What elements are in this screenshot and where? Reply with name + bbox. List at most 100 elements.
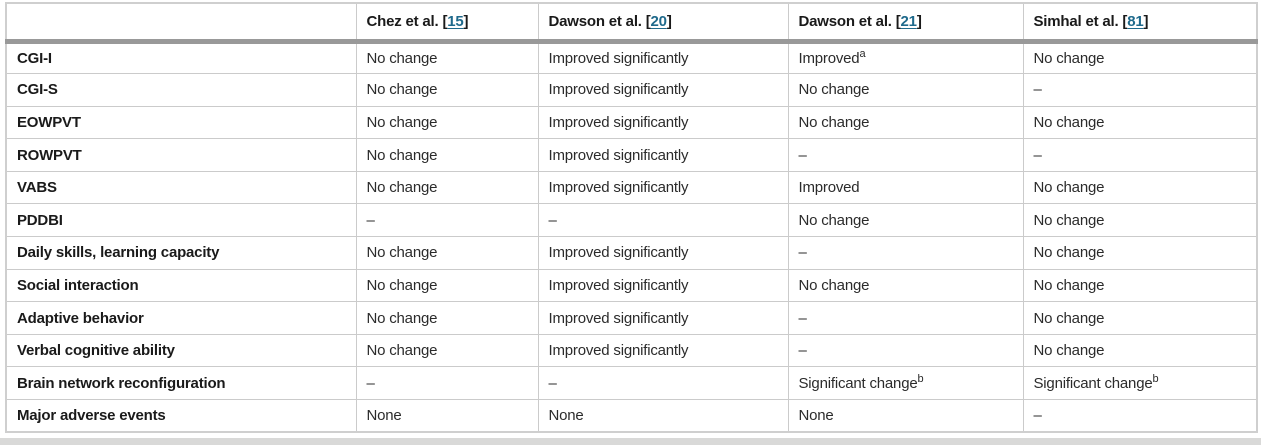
citation-link-81[interactable]: 81: [1127, 12, 1144, 30]
table-cell: None: [787, 399, 1024, 433]
cell-text: Improved significantly: [548, 49, 689, 67]
cell-superscript: b: [917, 372, 924, 385]
cell-text: No change: [1033, 49, 1105, 67]
cell-text: No change: [798, 81, 870, 99]
table-cell: No change: [787, 203, 1024, 238]
table-cell: No change: [787, 73, 1024, 107]
cell-text: No change: [366, 244, 438, 262]
cell-text: No change: [798, 276, 870, 294]
table-row: Verbal cognitive ability No change Impro…: [5, 333, 1258, 368]
cell-text: Improved significantly: [548, 113, 689, 131]
table-cell: None: [355, 399, 539, 433]
cell-text: Improved significantly: [548, 342, 689, 360]
table-cell: No change: [1022, 236, 1258, 270]
row-label: CGI-S: [5, 73, 357, 107]
citation-link-20[interactable]: 20: [650, 12, 668, 30]
cell-text: No change: [366, 49, 438, 67]
table-cell: No change: [1022, 203, 1258, 238]
table-row: Brain network reconfiguration – – Signif…: [5, 366, 1258, 401]
cell-text: –: [798, 146, 807, 164]
table-cell: –: [787, 138, 1024, 172]
cell-text: No change: [1033, 179, 1105, 197]
table-cell: Improveda: [787, 40, 1024, 75]
table-row: PDDBI – – No change No change: [5, 203, 1258, 238]
cell-text: Significant change: [798, 374, 918, 392]
cell-text: No change: [366, 309, 438, 327]
cell-text: Significant change: [1033, 374, 1153, 392]
bottom-strip: [0, 438, 1261, 445]
cell-text: No change: [366, 179, 438, 197]
table-cell: Improved significantly: [537, 170, 789, 205]
table-cell: –: [1022, 399, 1258, 433]
citation-link-15[interactable]: 15: [447, 12, 464, 30]
row-label: PDDBI: [5, 203, 357, 238]
corner-cell: [5, 2, 357, 44]
table-cell: Improved significantly: [537, 236, 789, 270]
table-cell: No change: [355, 138, 539, 172]
cell-text: –: [1033, 407, 1042, 425]
cell-text: No change: [1033, 113, 1105, 131]
column-header-bracket: ]: [463, 12, 469, 30]
table-cell: Improved significantly: [537, 333, 789, 368]
cell-text: No change: [798, 211, 870, 229]
cell-text: Improved significantly: [548, 309, 689, 327]
table-cell: No change: [1022, 40, 1258, 75]
citation-link-21[interactable]: 21: [900, 12, 918, 30]
row-label: ROWPVT: [5, 138, 357, 172]
cell-text: No change: [1033, 211, 1105, 229]
column-header-bracket: ]: [916, 12, 922, 30]
table-cell: Significant changeb: [787, 366, 1024, 401]
cell-text: Improved significantly: [548, 146, 689, 164]
cell-text: Improved: [798, 49, 860, 67]
column-header-simhal: Simhal et al. [81]: [1022, 2, 1258, 44]
row-label: CGI-I: [5, 40, 357, 75]
cell-text: No change: [366, 113, 438, 131]
cell-superscript: a: [859, 47, 866, 60]
cell-text: –: [1033, 81, 1042, 99]
cell-superscript: b: [1152, 372, 1159, 385]
cell-text: –: [366, 211, 375, 229]
table-row: Daily skills, learning capacity No chang…: [5, 236, 1258, 270]
table-row: CGI-S No change Improved significantly N…: [5, 73, 1258, 107]
table-cell: –: [537, 203, 789, 238]
table-cell: Improved significantly: [537, 138, 789, 172]
row-label: Daily skills, learning capacity: [5, 236, 357, 270]
cell-text: No change: [366, 146, 438, 164]
table-body: CGI-I No change Improved significantly I…: [5, 40, 1258, 433]
cell-text: None: [366, 407, 402, 425]
cell-text: No change: [366, 276, 438, 294]
table-cell: Improved significantly: [537, 268, 789, 303]
row-label: Major adverse events: [5, 399, 357, 433]
table-row: VABS No change Improved significantly Im…: [5, 170, 1258, 205]
table-cell: Improved: [787, 170, 1024, 205]
table-cell: –: [355, 203, 539, 238]
cell-text: –: [798, 244, 807, 262]
cell-text: No change: [366, 81, 438, 99]
cell-text: No change: [1033, 342, 1105, 360]
row-label: Verbal cognitive ability: [5, 333, 357, 368]
table-cell: No change: [787, 105, 1024, 140]
table-cell: No change: [1022, 105, 1258, 140]
column-header-text: Chez et al. [: [366, 12, 448, 30]
table-row: CGI-I No change Improved significantly I…: [5, 40, 1258, 75]
column-header-text: Simhal et al. [: [1033, 12, 1128, 30]
cell-text: None: [548, 407, 584, 425]
table-cell: Improved significantly: [537, 40, 789, 75]
table-cell: No change: [355, 333, 539, 368]
table-cell: Improved significantly: [537, 73, 789, 107]
column-header-bracket: ]: [666, 12, 672, 30]
row-label: Social interaction: [5, 268, 357, 303]
table-cell: No change: [787, 268, 1024, 303]
cell-text: Improved significantly: [548, 276, 689, 294]
cell-text: Improved: [798, 179, 860, 197]
cell-text: Improved significantly: [548, 179, 689, 197]
table-cell: –: [787, 333, 1024, 368]
table-cell: No change: [1022, 268, 1258, 303]
table-cell: No change: [1022, 333, 1258, 368]
column-header-chez: Chez et al. [15]: [355, 2, 539, 44]
table-cell: No change: [355, 73, 539, 107]
column-header-dawson-21: Dawson et al. [21]: [787, 2, 1024, 44]
row-label: VABS: [5, 170, 357, 205]
table-row: ROWPVT No change Improved significantly …: [5, 138, 1258, 172]
